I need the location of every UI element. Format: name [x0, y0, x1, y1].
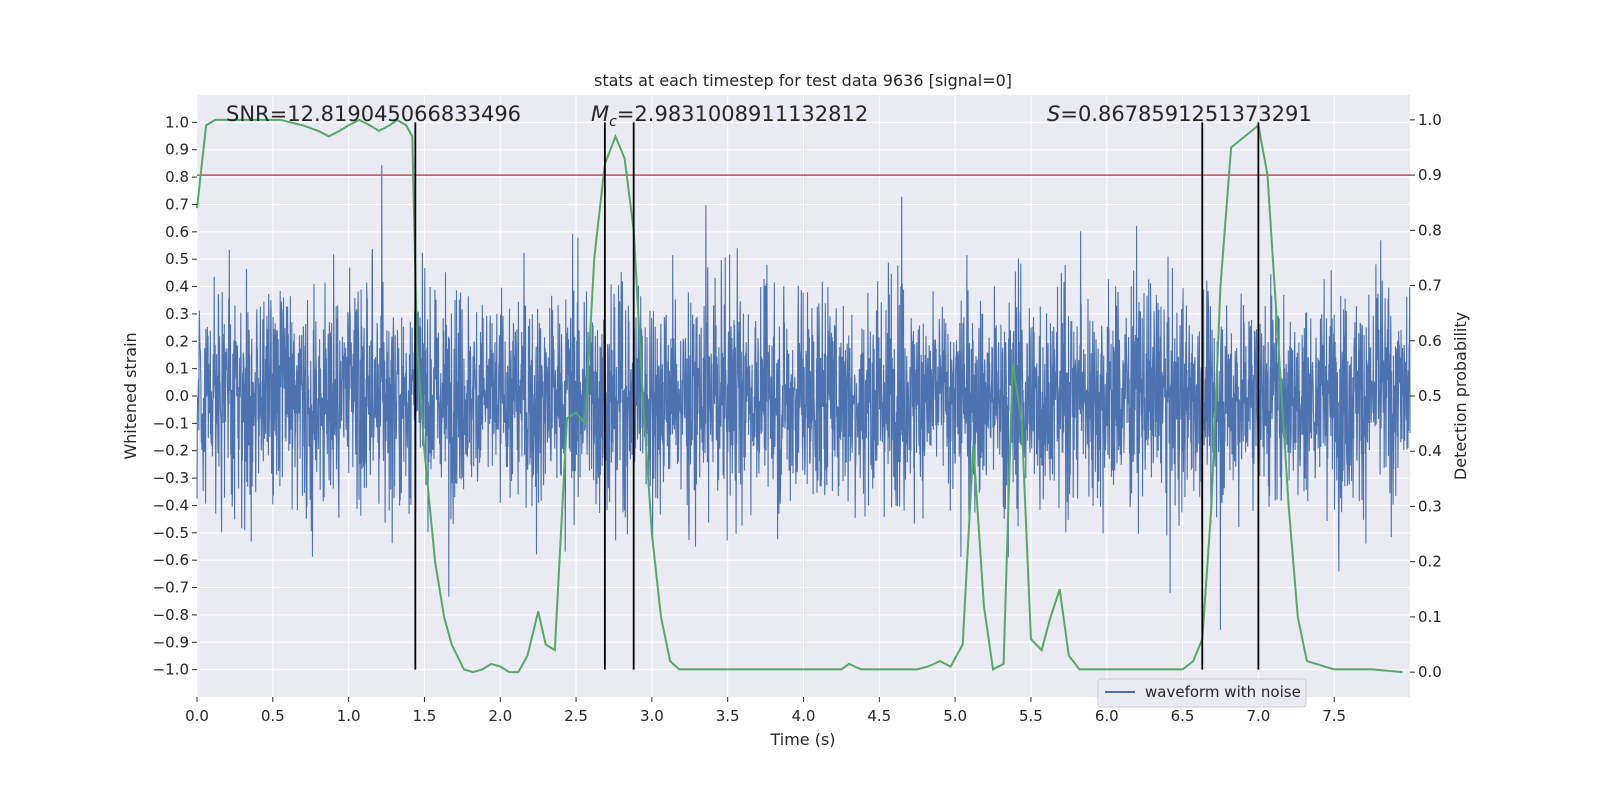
- legend: waveform with noise: [1097, 678, 1307, 708]
- x-tick-label: 1.0: [337, 707, 361, 725]
- y2-tick-label: 0.8: [1418, 221, 1442, 239]
- spin-annotation: S=0.8678591251373291: [1047, 102, 1312, 126]
- y-tick-label: 0.1: [165, 360, 189, 378]
- y2-tick-label: 0.4: [1418, 442, 1442, 460]
- y-tick-label: −1.0: [153, 661, 189, 679]
- x-tick-label: 5.5: [1019, 707, 1043, 725]
- y2-tick-label: 0.6: [1418, 332, 1442, 350]
- y-tick-label: −0.4: [153, 496, 189, 514]
- y-axis-label: Whitened strain: [121, 332, 140, 459]
- waveform-with-noise-line: [196, 165, 1411, 630]
- x-tick-label: 0.0: [185, 707, 209, 725]
- chirp-mass-value: =2.9831008911132812: [617, 102, 868, 126]
- x-tick-label: 2.5: [564, 707, 588, 725]
- legend-box: [1097, 678, 1307, 708]
- x-tick-label: 4.5: [867, 707, 891, 725]
- x-tick-label: 4.0: [792, 707, 816, 725]
- y-tick-label: −0.9: [153, 633, 189, 651]
- x-tick-label: 2.0: [488, 707, 512, 725]
- y-tick-label: −0.3: [153, 469, 189, 487]
- x-tick-label: 7.5: [1322, 707, 1346, 725]
- y-tick-label: −0.6: [153, 551, 189, 569]
- y-tick-label: 1.0: [165, 113, 189, 131]
- y-tick-label: 0.2: [165, 332, 189, 350]
- y-tick-label: 0.3: [165, 305, 189, 323]
- y-tick-label: −0.8: [153, 606, 189, 624]
- x-tick-label: 1.5: [413, 707, 437, 725]
- y-tick-label: 0.8: [165, 168, 189, 186]
- y2-tick-label: 0.3: [1418, 497, 1442, 515]
- y2-tick-label: 0.5: [1418, 387, 1442, 405]
- chart-title: stats at each timestep for test data 963…: [594, 71, 1012, 90]
- y2-tick-label: 0.9: [1418, 166, 1442, 184]
- y-tick-label: 0.5: [165, 250, 189, 268]
- chirp-mass-annotation: Mc=2.9831008911132812: [591, 102, 868, 130]
- y2-tick-label: 0.2: [1418, 553, 1442, 571]
- y-tick-label: 0.6: [165, 223, 189, 241]
- y-tick-label: −0.2: [153, 442, 189, 460]
- x-tick-label: 6.5: [1171, 707, 1195, 725]
- y-tick-label: −0.7: [153, 579, 189, 597]
- x-tick-label: 3.0: [640, 707, 664, 725]
- y-tick-label: 0.4: [165, 278, 189, 296]
- y2-tick-label: 1.0: [1418, 111, 1442, 129]
- y-tick-label: −0.5: [153, 524, 189, 542]
- y-tick-label: 0.9: [165, 141, 189, 159]
- detection-probability-line: [196, 118, 1403, 674]
- y2-tick-label: 0.0: [1418, 663, 1442, 681]
- x-tick-label: 0.5: [261, 707, 285, 725]
- y2-tick-label: 0.7: [1418, 277, 1442, 295]
- x-axis-label: Time (s): [769, 730, 835, 749]
- y2-tick-label: 0.1: [1418, 608, 1442, 626]
- y-tick-label: 0.7: [165, 195, 189, 213]
- chirp-mass-symbol: M: [591, 102, 609, 126]
- spin-symbol: S: [1047, 102, 1060, 126]
- y2-axis-label: Detection probability: [1451, 312, 1470, 480]
- x-tick-label: 7.0: [1246, 707, 1270, 725]
- spin-value: =0.8678591251373291: [1060, 102, 1311, 126]
- x-tick-label: 6.0: [1095, 707, 1119, 725]
- x-tick-label: 3.5: [716, 707, 740, 725]
- chirp-mass-subscript: c: [609, 114, 617, 130]
- y-tick-label: 0.0: [165, 387, 189, 405]
- legend-label: waveform with noise: [1145, 683, 1301, 701]
- snr-annotation: SNR=12.819045066833496: [226, 102, 521, 126]
- x-tick-label: 5.0: [943, 707, 967, 725]
- y-tick-label: −0.1: [153, 414, 189, 432]
